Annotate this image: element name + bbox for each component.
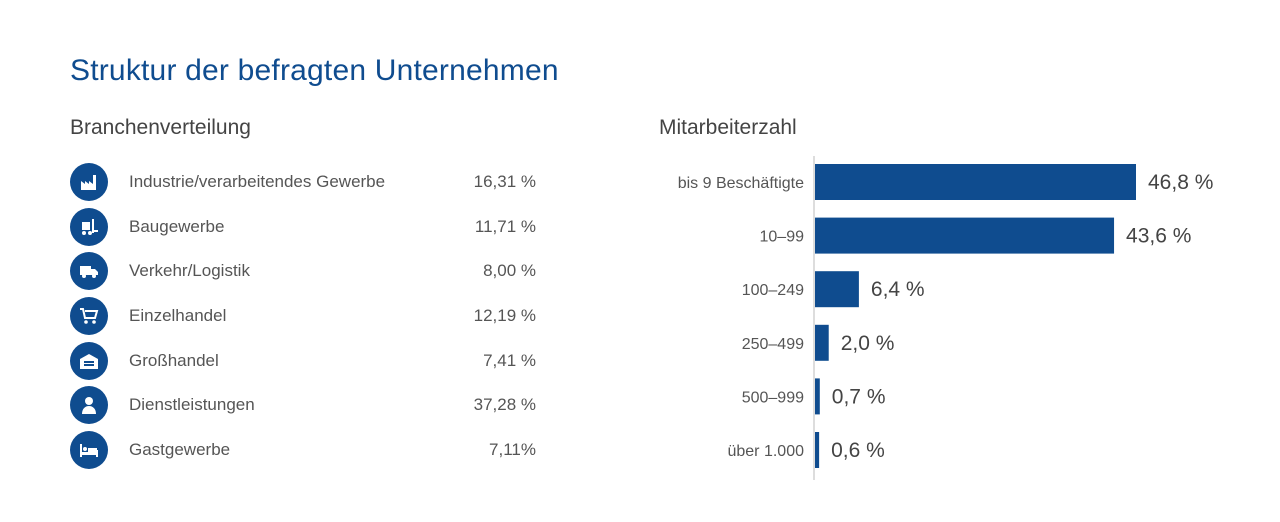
employee-count-heading: Mitarbeiterzahl — [659, 116, 797, 139]
truck-icon — [70, 252, 108, 291]
bar — [815, 217, 1115, 254]
category-label: 250–499 — [742, 336, 804, 353]
category-label: bis 9 Beschäftigte — [678, 175, 804, 192]
branch-label: Industrie/verarbeitendes Gewerbe — [129, 172, 386, 191]
shopping-cart-icon — [70, 297, 108, 336]
value-label: 43,6 % — [1126, 225, 1191, 248]
forklift-icon — [70, 207, 108, 246]
branch-distribution-heading: Branchenverteilung — [70, 116, 251, 139]
branch-value: 7,41 % — [483, 350, 536, 370]
bed-icon — [70, 431, 108, 470]
branch-row: Baugewerbe 11,71 % — [70, 207, 540, 253]
branch-label: Baugewerbe — [129, 216, 225, 236]
branch-row: Einzelhandel 12,19 % — [70, 297, 540, 342]
value-label: 0,6 % — [831, 439, 885, 462]
branch-row: Gastgewerbe 7,11% — [70, 431, 540, 476]
bar — [815, 164, 1136, 200]
category-label: 500–999 — [742, 389, 804, 406]
branch-row: Industrie/verarbeitendes Gewerbe 16,31 % — [70, 163, 540, 208]
branch-value: 16,31 % — [473, 172, 536, 191]
category-label: über 1.000 — [727, 443, 804, 460]
category-label: 100–249 — [742, 282, 804, 299]
factory-icon — [70, 163, 108, 201]
employee-count-bar-chart: bis 9 Beschäftigte 46,8 % 10–99 43,6 % 100–2… — [678, 156, 1213, 480]
branch-list: Industrie/verarbeitendes Gewerbe 16,31 %… — [70, 163, 540, 476]
person-icon — [70, 386, 108, 425]
branch-label: Großhandel — [129, 350, 219, 370]
value-label: 2,0 % — [841, 332, 895, 355]
branch-value: 8,00 % — [483, 261, 536, 281]
branch-value: 37,28 % — [473, 395, 536, 415]
branch-label: Gastgewerbe — [129, 440, 231, 460]
value-label: 46,8 % — [1148, 171, 1213, 194]
category-label: 10–99 — [760, 229, 805, 246]
bar — [815, 378, 820, 415]
branch-label: Verkehr/Logistik — [129, 261, 250, 281]
branch-row: Großhandel 7,41 % — [70, 341, 540, 387]
bar — [815, 324, 829, 361]
branch-row: Dienstleistungen 37,28 % — [70, 386, 540, 431]
value-label: 0,7 % — [832, 385, 886, 408]
bar — [815, 432, 820, 468]
branch-label: Einzelhandel — [129, 306, 227, 326]
page-title: Struktur der befragten Unternehmen — [70, 54, 559, 87]
branch-value: 12,19 % — [473, 306, 536, 326]
value-label: 6,4 % — [871, 278, 925, 301]
branch-row: Verkehr/Logistik 8,00 % — [70, 252, 540, 297]
bar — [815, 271, 859, 308]
branch-value: 7,11% — [489, 440, 536, 460]
warehouse-icon — [70, 341, 108, 380]
branch-value: 11,71 % — [474, 216, 536, 236]
branch-label: Dienstleistungen — [129, 395, 255, 415]
